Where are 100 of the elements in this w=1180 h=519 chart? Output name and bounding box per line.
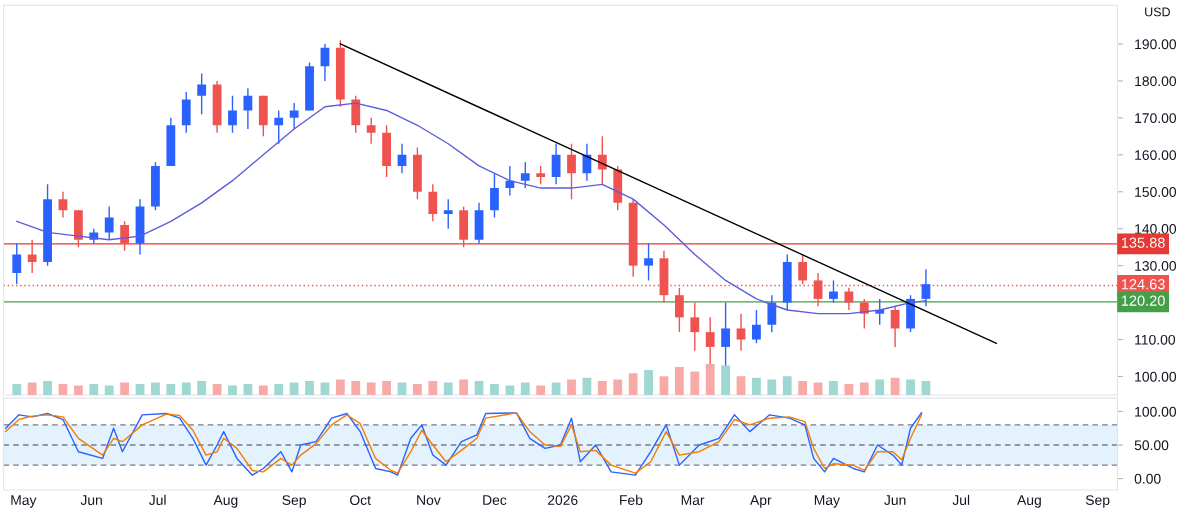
bar <box>335 379 345 395</box>
bar <box>135 384 145 395</box>
bar <box>536 385 546 395</box>
x-tick-label: 2026 <box>547 495 578 505</box>
bar <box>628 373 638 395</box>
bar <box>736 376 746 395</box>
x-tick-label: Jun <box>884 495 906 505</box>
text: USD <box>1145 7 1170 17</box>
bar <box>906 379 915 395</box>
bar <box>12 384 22 395</box>
candlestick <box>752 309 761 344</box>
bar <box>520 382 530 395</box>
y-tick-label: 190.00 <box>1135 39 1177 50</box>
x-tick-label: May <box>11 495 37 508</box>
candlestick <box>12 242 22 285</box>
bar <box>613 379 623 395</box>
candlestick <box>890 305 900 348</box>
x-tick-label: Sep <box>282 495 306 508</box>
bar <box>366 382 376 395</box>
bar <box>875 379 885 395</box>
candlestick <box>289 102 299 130</box>
candlestick <box>536 165 546 186</box>
x-tick-label: Nov <box>417 495 441 505</box>
bar <box>274 384 284 395</box>
candlestick <box>736 312 746 352</box>
bar <box>428 380 438 395</box>
candlestick <box>27 239 37 274</box>
y-tick-label: 140.00 <box>1135 224 1177 234</box>
candlestick <box>274 109 284 145</box>
candlestick <box>829 279 838 304</box>
candlestick <box>690 301 700 352</box>
bar <box>58 384 68 395</box>
bar <box>258 385 268 395</box>
bar <box>104 385 114 395</box>
candlestick <box>597 135 607 186</box>
bar <box>859 382 869 395</box>
y-tick-label: 100.00 <box>1135 371 1177 382</box>
candlestick <box>520 161 530 189</box>
ref-line-label: 135.88 <box>1121 237 1165 248</box>
x-tick-label: Jun <box>80 495 102 505</box>
y-tick-label: 0.00 <box>1134 473 1161 484</box>
bar <box>305 380 314 395</box>
candlestick <box>644 242 653 282</box>
bar <box>151 382 160 395</box>
bar <box>659 376 669 395</box>
bar <box>228 385 237 395</box>
candlestick <box>443 198 453 230</box>
candlestick <box>490 172 499 219</box>
candlestick <box>875 298 885 326</box>
candlestick <box>366 117 376 145</box>
y-tick-label: 160.00 <box>1135 150 1177 160</box>
bar <box>551 382 561 395</box>
y-tick-label: 170.00 <box>1135 113 1177 124</box>
bar <box>644 370 653 395</box>
bar <box>798 380 808 395</box>
x-tick-label: Oct <box>350 495 371 505</box>
bar <box>243 384 253 395</box>
bar <box>413 384 422 395</box>
candlestick <box>397 143 407 174</box>
candlestick <box>674 287 684 333</box>
y-tick-label: 110.00 <box>1135 334 1176 345</box>
y-tick-label: 130.00 <box>1135 260 1177 271</box>
bar <box>289 382 299 395</box>
x-tick-label: Sep <box>1085 495 1110 508</box>
x-tick-label: May <box>814 495 840 508</box>
bar <box>351 380 361 395</box>
bar <box>597 380 607 395</box>
y-tick-label: 150.00 <box>1135 187 1177 197</box>
bar <box>120 382 130 395</box>
bar <box>890 377 900 395</box>
bar <box>582 377 592 395</box>
bar <box>197 380 207 395</box>
bar <box>721 365 731 395</box>
bar <box>767 379 777 395</box>
candlestick <box>767 294 777 333</box>
bar <box>921 380 931 395</box>
y-tick-label: 50.00 <box>1134 440 1169 451</box>
candlestick <box>243 87 253 130</box>
bar <box>829 380 838 395</box>
bar <box>782 376 792 395</box>
x-tick-label: Feb <box>620 494 643 505</box>
y-tick-label: 100.00 <box>1135 406 1177 417</box>
x-tick-label: Aug <box>1017 495 1041 508</box>
bar <box>181 382 191 395</box>
x-tick-label: Dec <box>483 495 507 505</box>
candlestick <box>104 205 114 241</box>
candlestick <box>844 287 854 311</box>
bar <box>690 371 700 395</box>
x-tick-label: Jul <box>148 494 166 505</box>
bar <box>73 385 83 395</box>
candlestick <box>120 220 130 252</box>
ref-line-label: 124.63 <box>1121 279 1165 290</box>
bar <box>212 384 222 395</box>
bar <box>474 380 484 395</box>
bar <box>43 380 52 395</box>
bar <box>505 385 515 395</box>
bar <box>490 384 499 395</box>
bar <box>443 382 453 395</box>
x-tick-label: Mar <box>681 495 705 505</box>
bar <box>844 384 854 395</box>
